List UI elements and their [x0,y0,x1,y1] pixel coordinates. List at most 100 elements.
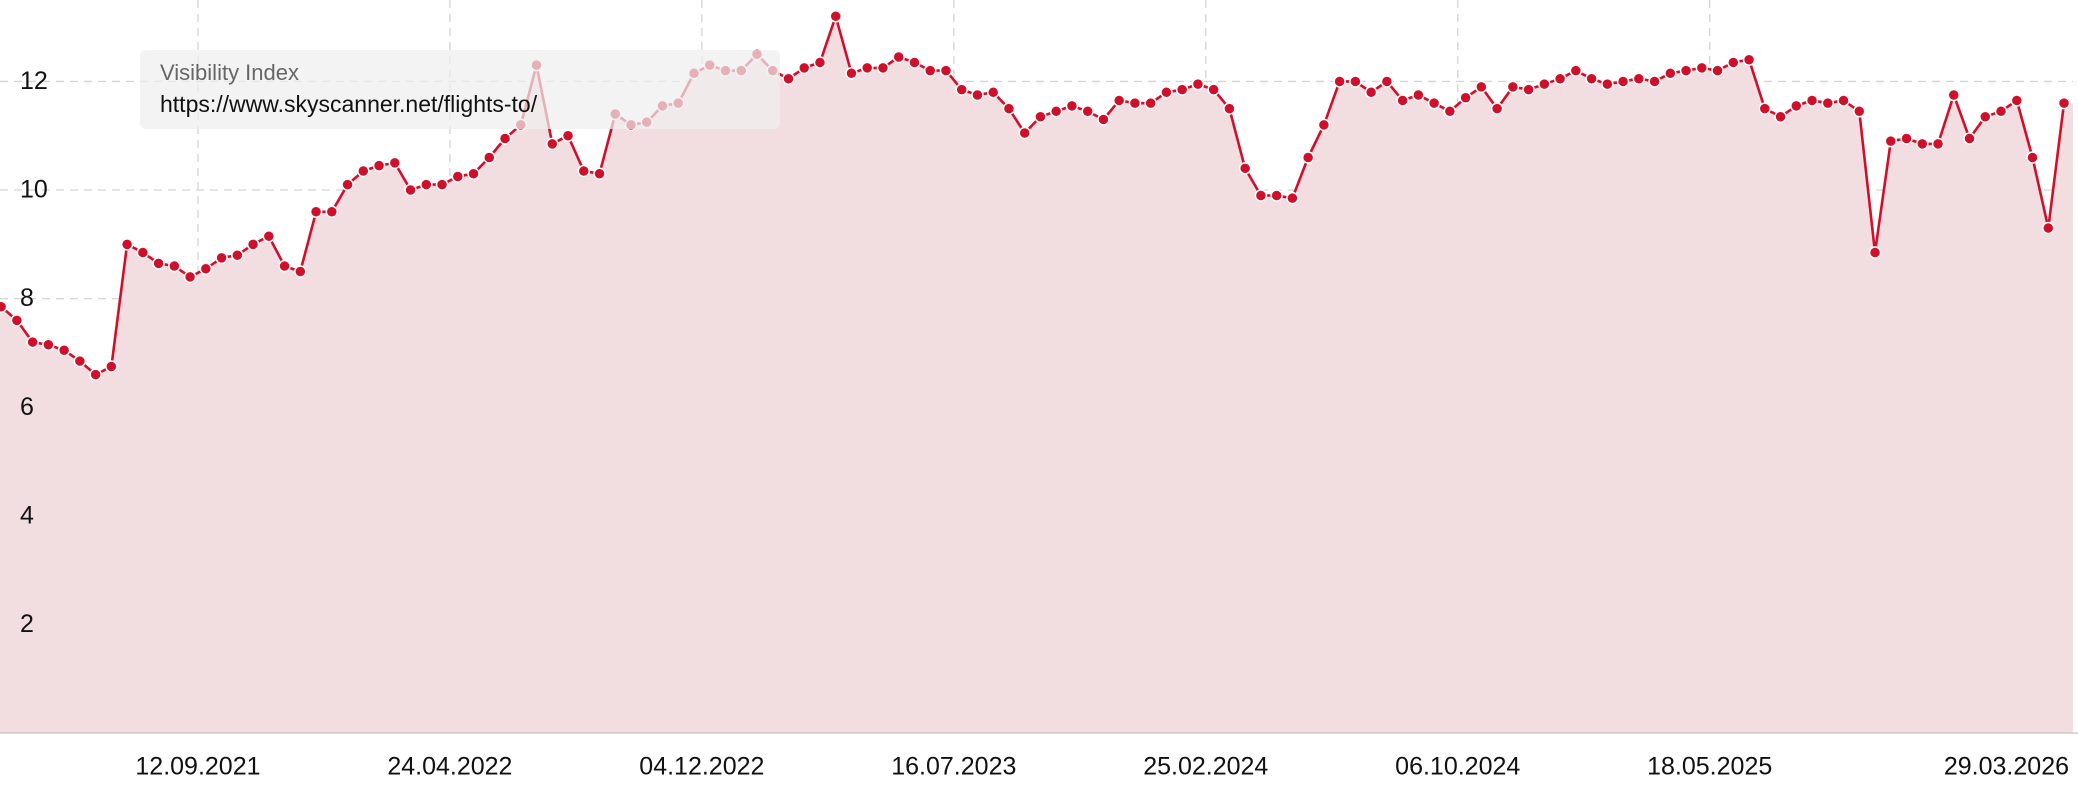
point [1727,56,1740,69]
point [246,238,260,251]
point [42,338,55,352]
tooltip-series: https://www.skyscanner.net/flights-to/ [160,91,538,117]
point [1585,72,1598,85]
point [1160,86,1173,99]
point [1223,102,1236,115]
point [467,167,480,180]
point [357,164,370,178]
point [1805,94,1819,107]
point [420,178,433,191]
point [294,265,307,278]
point [1412,88,1425,102]
point [1144,96,1157,110]
point [1238,162,1252,175]
x-tick-label: 16.07.2023 [891,753,1016,781]
x-tick-label: 06.10.2024 [1395,753,1520,781]
point [435,178,449,191]
y-tick-label: 10 [20,176,48,204]
point [105,360,118,373]
point [278,259,291,273]
point [1443,105,1457,118]
x-tick-label: 29.03.2026 [1944,753,2069,781]
point [1994,105,2008,118]
point [231,248,244,262]
y-tick-label: 2 [20,610,34,638]
point [1254,189,1268,202]
point [325,205,339,219]
x-tick-label: 24.04.2022 [387,753,512,781]
point [1380,75,1394,88]
point [1664,67,1677,80]
point [199,262,213,276]
point [845,67,858,80]
point [1459,91,1472,104]
point [1884,134,1898,148]
point [1979,110,1992,123]
point [73,354,87,368]
point [262,229,276,243]
point [1853,105,1866,118]
point [1286,191,1299,205]
point [1601,77,1614,91]
point [923,64,937,77]
point [1947,88,1961,102]
tooltip-title: Visibility Index [160,60,299,85]
point [1097,113,1110,126]
point [388,156,402,170]
point [10,314,24,327]
point [797,61,811,75]
point [404,183,417,197]
point [1711,64,1724,77]
tooltip-box [140,50,780,129]
point [136,246,150,259]
point [2042,221,2055,235]
point [1868,246,1882,259]
point [1742,53,1756,66]
point [1837,94,1850,107]
point [1963,132,1976,145]
point [215,251,228,265]
point [0,300,8,314]
point [1333,75,1346,88]
point [561,129,575,142]
point [1034,110,1047,123]
point [1821,96,1835,110]
point [829,10,842,23]
point [1349,75,1362,88]
point [1569,64,1583,77]
point [341,178,354,191]
point [876,61,890,75]
point [1018,126,1031,140]
point [1364,86,1378,99]
point [1490,102,1504,115]
point [1270,189,1283,202]
point [1695,61,1709,75]
point [1758,102,1772,115]
point [1065,99,1079,113]
x-tick-label: 04.12.2022 [639,753,764,781]
point [955,83,968,96]
point [1317,118,1331,132]
point [986,86,1000,99]
area [0,16,2073,734]
point [120,238,134,251]
point [168,259,181,273]
point [1774,110,1787,123]
tooltip: Visibility Index https://www.skyscanner.… [140,50,780,129]
point [2057,96,2071,110]
point [152,257,165,270]
y-tick-label: 12 [20,67,48,95]
point [1427,96,1441,110]
point [1049,105,1063,118]
point [1191,77,1205,91]
point [2026,151,2039,164]
point [1538,77,1551,91]
point [1632,72,1646,85]
point [309,205,323,219]
point [1522,83,1535,96]
point [1553,72,1567,85]
point [1916,137,1929,151]
point [1002,102,1016,115]
point [1475,80,1488,94]
